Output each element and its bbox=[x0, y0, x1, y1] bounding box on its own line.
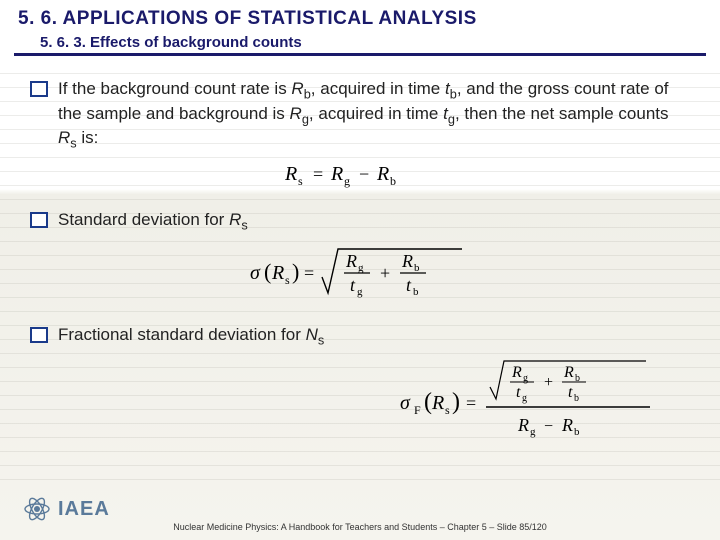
svg-text:): ) bbox=[292, 259, 299, 284]
svg-text:g: g bbox=[344, 174, 350, 188]
formula-sigma-fractional: σ F ( R s ) = R g t g + R b t b bbox=[30, 357, 690, 454]
svg-text:R: R bbox=[561, 415, 573, 435]
content-area: If the background count rate is Rb, acqu… bbox=[0, 56, 720, 454]
svg-text:s: s bbox=[445, 403, 450, 417]
bullet-item-3: Fractional standard deviation for Ns bbox=[30, 324, 690, 349]
title-sub: 5. 6. 3. Effects of background counts bbox=[0, 30, 720, 53]
svg-text:R: R bbox=[517, 415, 529, 435]
svg-text:σ: σ bbox=[400, 392, 411, 414]
slide-container: 5. 6. APPLICATIONS OF STATISTICAL ANALYS… bbox=[0, 0, 720, 540]
svg-text:b: b bbox=[574, 393, 579, 404]
svg-text:b: b bbox=[413, 286, 419, 298]
bullet-text-2: Standard deviation for Rs bbox=[58, 209, 248, 234]
svg-text:−: − bbox=[544, 418, 553, 435]
svg-text:t: t bbox=[350, 275, 356, 295]
formula-net-counts: R s = R g − R b bbox=[30, 160, 690, 195]
svg-text:g: g bbox=[530, 426, 536, 438]
iaea-logo: IAEA bbox=[22, 494, 110, 524]
svg-text:): ) bbox=[452, 389, 460, 415]
bullet-box-icon bbox=[30, 212, 48, 228]
formula-sigma: σ ( R s ) = R g t g + R b t bbox=[30, 241, 690, 310]
svg-text:R: R bbox=[431, 392, 444, 414]
svg-text:F: F bbox=[414, 403, 421, 417]
logo-text: IAEA bbox=[58, 498, 110, 521]
svg-text:b: b bbox=[414, 262, 420, 274]
bullet-text-1: If the background count rate is Rb, acqu… bbox=[58, 78, 690, 152]
title-main: 5. 6. APPLICATIONS OF STATISTICAL ANALYS… bbox=[0, 0, 720, 30]
svg-text:−: − bbox=[359, 164, 369, 184]
bullet-box-icon bbox=[30, 81, 48, 97]
bullet-item-2: Standard deviation for Rs bbox=[30, 209, 690, 234]
svg-text:σ: σ bbox=[250, 262, 261, 284]
bullet-text-3: Fractional standard deviation for Ns bbox=[58, 324, 324, 349]
svg-text:t: t bbox=[568, 384, 573, 401]
svg-text:t: t bbox=[516, 384, 521, 401]
svg-text:=: = bbox=[313, 164, 323, 184]
svg-text:+: + bbox=[380, 263, 390, 283]
svg-text:R: R bbox=[285, 163, 297, 185]
svg-text:R: R bbox=[271, 262, 284, 284]
svg-text:R: R bbox=[345, 251, 357, 271]
svg-text:g: g bbox=[358, 262, 364, 274]
atom-icon bbox=[22, 494, 52, 524]
svg-text:R: R bbox=[401, 251, 413, 271]
svg-text:b: b bbox=[390, 174, 396, 188]
svg-text:(: ( bbox=[424, 389, 432, 415]
svg-text:b: b bbox=[574, 426, 580, 438]
svg-text:R: R bbox=[330, 163, 343, 185]
svg-text:R: R bbox=[376, 163, 389, 185]
footer: IAEA Nuclear Medicine Physics: A Handboo… bbox=[0, 488, 720, 540]
svg-text:=: = bbox=[466, 393, 476, 413]
svg-text:g: g bbox=[522, 393, 527, 404]
svg-text:R: R bbox=[563, 364, 574, 381]
bullet-item-1: If the background count rate is Rb, acqu… bbox=[30, 78, 690, 152]
svg-text:t: t bbox=[406, 275, 412, 295]
svg-text:+: + bbox=[544, 374, 553, 391]
svg-text:(: ( bbox=[264, 259, 271, 284]
svg-text:s: s bbox=[285, 273, 290, 287]
svg-text:g: g bbox=[357, 286, 363, 298]
bullet-box-icon bbox=[30, 327, 48, 343]
svg-text:=: = bbox=[304, 263, 314, 283]
svg-text:s: s bbox=[298, 174, 303, 188]
svg-text:R: R bbox=[511, 364, 522, 381]
footer-caption: Nuclear Medicine Physics: A Handbook for… bbox=[0, 522, 720, 532]
